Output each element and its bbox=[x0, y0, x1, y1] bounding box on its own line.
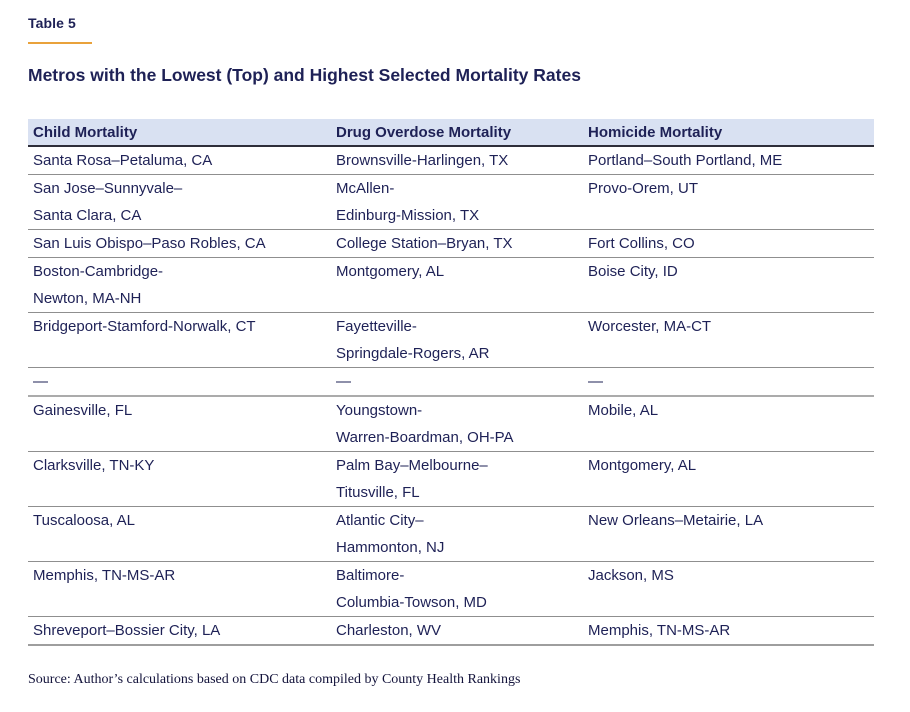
column-header-homicide-mortality: Homicide Mortality bbox=[583, 119, 874, 147]
table-row: San Luis Obispo–Paso Robles, CA College … bbox=[28, 229, 874, 258]
table-row: Santa Rosa–Petaluma, CA Brownsville-Harl… bbox=[28, 146, 874, 175]
cell-drug-overdose-mortality: Atlantic City– Hammonton, NJ bbox=[331, 506, 583, 562]
cell-homicide-mortality: Portland–South Portland, ME bbox=[583, 146, 874, 175]
table-row: San Jose–Sunnyvale– Santa Clara, CA McAl… bbox=[28, 174, 874, 230]
cell-drug-overdose-mortality: Fayetteville- Springdale-Rogers, AR bbox=[331, 312, 583, 368]
cell-child-mortality: Shreveport–Bossier City, LA bbox=[28, 616, 331, 646]
cell-homicide-mortality: New Orleans–Metairie, LA bbox=[583, 506, 874, 562]
column-header-child-mortality: Child Mortality bbox=[28, 119, 331, 147]
separator-dash: — bbox=[583, 367, 874, 397]
cell-homicide-mortality: Boise City, ID bbox=[583, 257, 874, 313]
cell-child-mortality: Clarksville, TN-KY bbox=[28, 451, 331, 507]
cell-child-mortality: San Luis Obispo–Paso Robles, CA bbox=[28, 229, 331, 258]
cell-drug-overdose-mortality: Brownsville-Harlingen, TX bbox=[331, 146, 583, 175]
cell-drug-overdose-mortality: Montgomery, AL bbox=[331, 257, 583, 313]
cell-child-mortality: San Jose–Sunnyvale– Santa Clara, CA bbox=[28, 174, 331, 230]
cell-drug-overdose-mortality: McAllen- Edinburg-Mission, TX bbox=[331, 174, 583, 230]
table-row: Gainesville, FL Youngstown- Warren-Board… bbox=[28, 396, 874, 452]
separator-dash: — bbox=[28, 367, 331, 397]
table-row: Shreveport–Bossier City, LA Charleston, … bbox=[28, 616, 874, 646]
cell-homicide-mortality: Montgomery, AL bbox=[583, 451, 874, 507]
mortality-table: Child Mortality Drug Overdose Mortality … bbox=[28, 119, 874, 646]
section-separator-row: — — — bbox=[28, 367, 874, 397]
cell-drug-overdose-mortality: Charleston, WV bbox=[331, 616, 583, 646]
separator-dash: — bbox=[331, 367, 583, 397]
cell-child-mortality: Gainesville, FL bbox=[28, 396, 331, 452]
cell-child-mortality: Bridgeport-Stamford-Norwalk, CT bbox=[28, 312, 331, 368]
table-title: Metros with the Lowest (Top) and Highest… bbox=[28, 65, 581, 85]
cell-homicide-mortality: Mobile, AL bbox=[583, 396, 874, 452]
cell-homicide-mortality: Worcester, MA-CT bbox=[583, 312, 874, 368]
cell-drug-overdose-mortality: College Station–Bryan, TX bbox=[331, 229, 583, 258]
cell-drug-overdose-mortality: Youngstown- Warren-Boardman, OH-PA bbox=[331, 396, 583, 452]
table-row: Tuscaloosa, AL Atlantic City– Hammonton,… bbox=[28, 506, 874, 562]
column-header-drug-overdose-mortality: Drug Overdose Mortality bbox=[331, 119, 583, 147]
table-row: Memphis, TN-MS-AR Baltimore- Columbia-To… bbox=[28, 561, 874, 617]
cell-homicide-mortality: Memphis, TN-MS-AR bbox=[583, 616, 874, 646]
header-row: Child Mortality Drug Overdose Mortality … bbox=[28, 119, 874, 147]
table-row: Clarksville, TN-KY Palm Bay–Melbourne– T… bbox=[28, 451, 874, 507]
table-label-underline bbox=[28, 42, 92, 44]
table-row: Bridgeport-Stamford-Norwalk, CT Fayettev… bbox=[28, 312, 874, 368]
table-row: Boston-Cambridge- Newton, MA-NH Montgome… bbox=[28, 257, 874, 313]
source-note: Source: Author’s calculations based on C… bbox=[28, 672, 521, 687]
cell-child-mortality: Boston-Cambridge- Newton, MA-NH bbox=[28, 257, 331, 313]
cell-homicide-mortality: Provo-Orem, UT bbox=[583, 174, 874, 230]
cell-drug-overdose-mortality: Palm Bay–Melbourne– Titusville, FL bbox=[331, 451, 583, 507]
table-label: Table 5 bbox=[28, 15, 76, 31]
cell-child-mortality: Tuscaloosa, AL bbox=[28, 506, 331, 562]
cell-homicide-mortality: Fort Collins, CO bbox=[583, 229, 874, 258]
cell-drug-overdose-mortality: Baltimore- Columbia-Towson, MD bbox=[331, 561, 583, 617]
cell-child-mortality: Memphis, TN-MS-AR bbox=[28, 561, 331, 617]
cell-child-mortality: Santa Rosa–Petaluma, CA bbox=[28, 146, 331, 175]
cell-homicide-mortality: Jackson, MS bbox=[583, 561, 874, 617]
